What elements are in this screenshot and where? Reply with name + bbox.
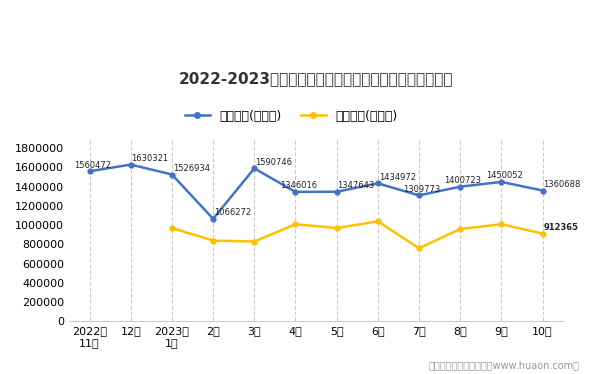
Title: 2022-2023年福建省商品收发货人所在地进、出口额统计: 2022-2023年福建省商品收发货人所在地进、出口额统计: [179, 71, 453, 86]
Text: 1400723: 1400723: [445, 176, 482, 185]
Text: 1526934: 1526934: [173, 164, 210, 173]
Text: 1434972: 1434972: [378, 173, 416, 182]
Text: 1347643: 1347643: [337, 181, 375, 190]
Text: 1066272: 1066272: [214, 208, 251, 217]
Text: 1346016: 1346016: [280, 181, 317, 190]
Text: 制图：华经产业研究院（www.huaon.com）: 制图：华经产业研究院（www.huaon.com）: [428, 360, 579, 370]
Text: 1630321: 1630321: [131, 154, 169, 163]
Text: 1560472: 1560472: [74, 160, 111, 169]
Text: 1309773: 1309773: [404, 185, 441, 194]
Legend: 出口总额(万美元), 进口总额(万美元): 出口总额(万美元), 进口总额(万美元): [180, 105, 403, 128]
Text: 1450052: 1450052: [486, 171, 522, 180]
Text: 1360688: 1360688: [543, 180, 581, 189]
Text: 1590746: 1590746: [255, 158, 292, 167]
Text: 912365: 912365: [543, 223, 578, 232]
